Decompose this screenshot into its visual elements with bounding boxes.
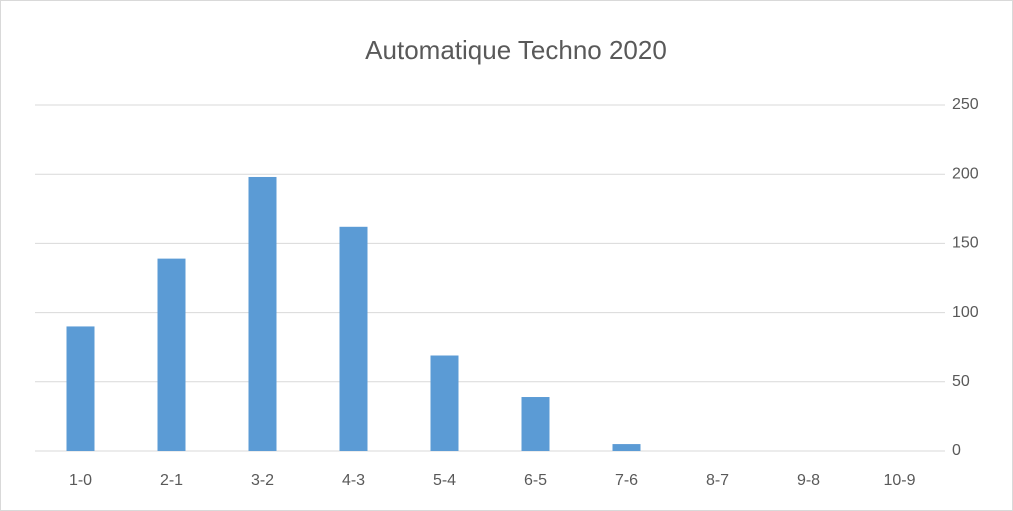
- chart-title: Automatique Techno 2020: [365, 35, 667, 65]
- bar: [430, 355, 459, 451]
- x-tick-label: 2-1: [160, 472, 183, 489]
- y-tick-label: 150: [952, 235, 979, 252]
- bar: [66, 326, 95, 451]
- y-tick-label: 200: [952, 165, 979, 182]
- y-tick-label: 100: [952, 304, 979, 321]
- bar: [157, 258, 186, 451]
- x-tick-label: 3-2: [251, 472, 274, 489]
- bar: [248, 176, 277, 451]
- y-tick-label: 50: [952, 373, 970, 390]
- x-tick-label: 1-0: [69, 472, 92, 489]
- bar: [612, 444, 641, 451]
- x-tick-label: 4-3: [342, 472, 365, 489]
- y-tick-label: 0: [952, 442, 961, 459]
- x-tick-label: 7-6: [615, 472, 638, 489]
- x-tick-label: 10-9: [883, 472, 915, 489]
- x-tick-label: 6-5: [524, 472, 547, 489]
- y-tick-label: 250: [952, 96, 979, 113]
- bar: [339, 226, 368, 451]
- bar: [521, 397, 550, 451]
- x-tick-label: 5-4: [433, 472, 456, 489]
- x-tick-label: 8-7: [706, 472, 729, 489]
- x-tick-label: 9-8: [797, 472, 820, 489]
